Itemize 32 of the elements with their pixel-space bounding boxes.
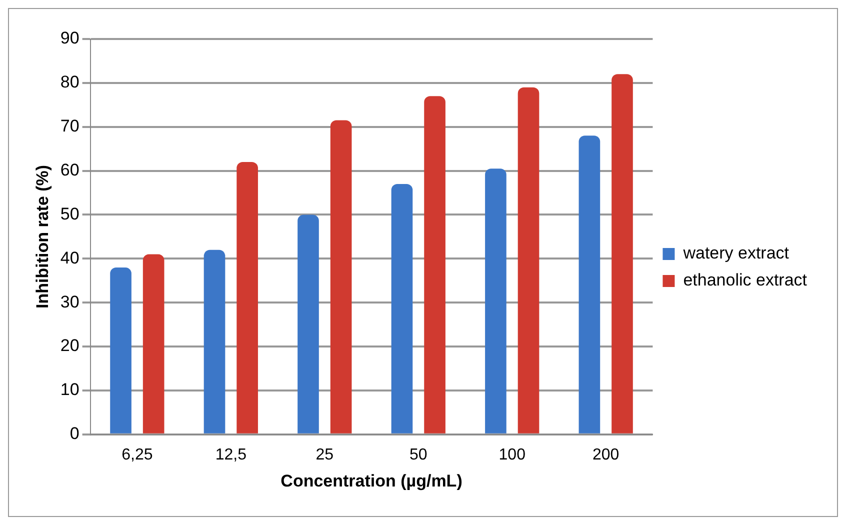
x-tick-label: 25 xyxy=(316,446,334,464)
bar xyxy=(518,87,540,434)
bar xyxy=(204,250,226,434)
y-tick-label: 90 xyxy=(60,28,80,48)
bar xyxy=(142,254,164,434)
x-tick-label: 50 xyxy=(409,446,428,464)
x-tick-label: 100 xyxy=(498,446,526,464)
bar xyxy=(110,267,132,434)
bar xyxy=(330,120,352,434)
y-tick-label: 0 xyxy=(70,424,80,444)
x-axis-title: Concentration (µg/mL) xyxy=(280,471,462,490)
bar xyxy=(298,214,319,434)
bar xyxy=(424,96,446,434)
y-tick-label: 70 xyxy=(60,116,80,136)
bar xyxy=(612,74,633,434)
y-tick-label: 20 xyxy=(60,336,80,356)
y-tick-label: 80 xyxy=(60,72,80,92)
y-tick-label: 60 xyxy=(60,160,80,180)
bar xyxy=(578,136,600,434)
y-tick-label: 10 xyxy=(60,380,80,400)
y-axis-title: Inhibition rate (%) xyxy=(32,164,52,308)
x-tick-label: 200 xyxy=(592,446,620,464)
x-tick-label: 12,5 xyxy=(215,446,247,464)
legend-label: ethanolic extract xyxy=(683,270,808,290)
bar xyxy=(236,162,258,434)
y-tick-label: 50 xyxy=(60,204,80,224)
x-tick-label: 6,25 xyxy=(122,446,153,464)
legend-label: watery extract xyxy=(682,244,790,263)
y-tick-label: 40 xyxy=(60,248,80,268)
y-tick-label: 30 xyxy=(60,292,80,312)
bar xyxy=(391,184,413,434)
bar xyxy=(485,168,506,434)
